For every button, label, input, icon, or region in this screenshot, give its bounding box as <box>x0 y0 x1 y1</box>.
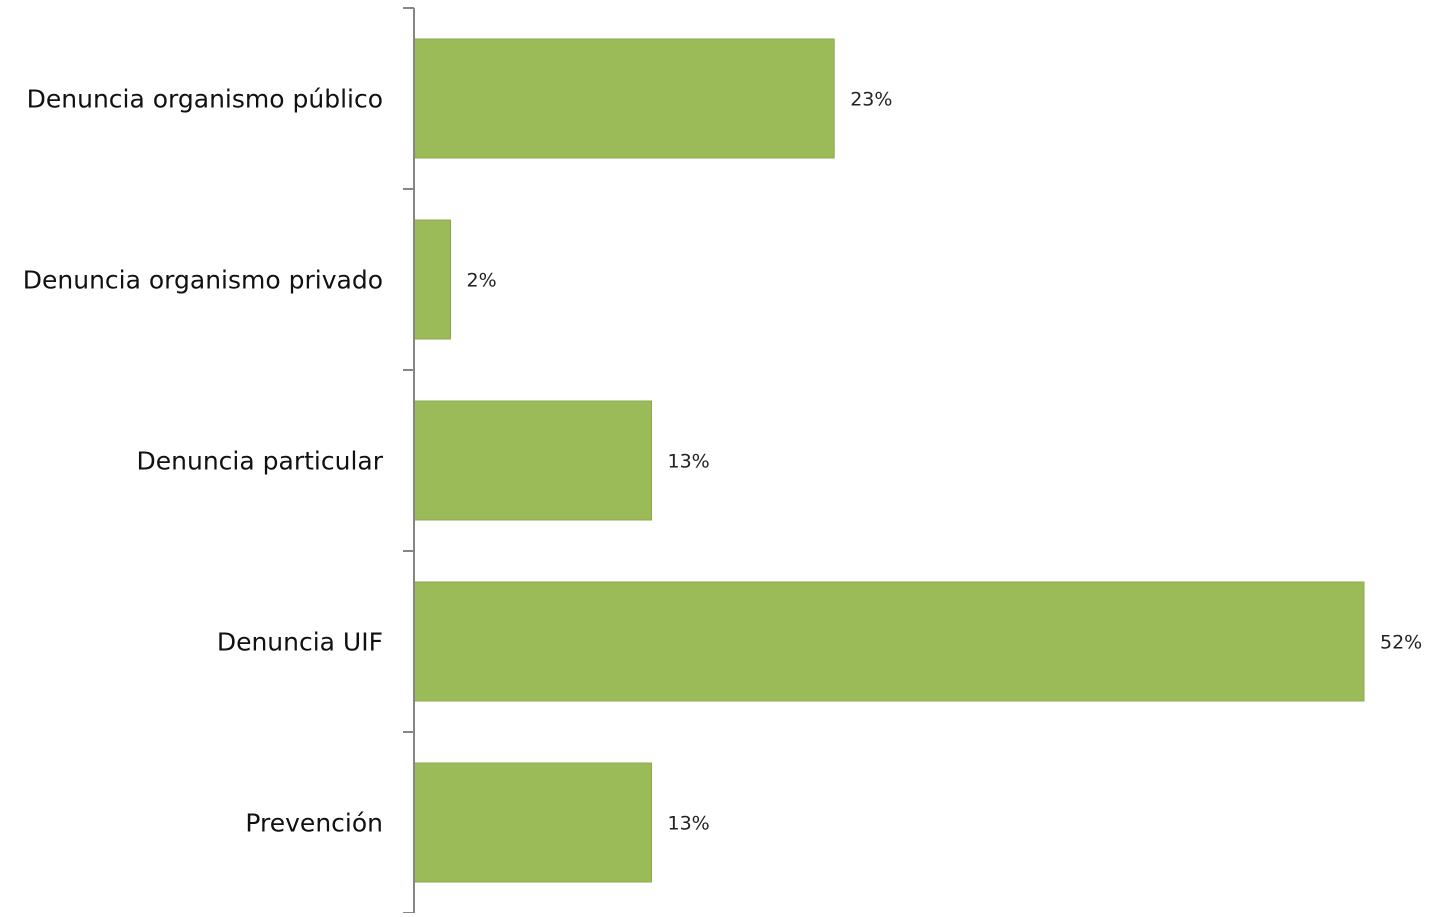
category-label: Denuncia UIF <box>217 628 383 657</box>
bar <box>413 581 1365 702</box>
data-label: 23% <box>850 89 892 111</box>
data-label: 13% <box>668 451 710 473</box>
bars-group <box>413 38 1365 883</box>
data-label: 52% <box>1380 632 1422 654</box>
bar <box>413 38 835 159</box>
category-label: Denuncia organismo privado <box>23 266 383 295</box>
bar <box>413 219 452 340</box>
category-label: Denuncia particular <box>137 447 384 476</box>
bar <box>413 762 652 883</box>
bar <box>413 400 652 521</box>
category-labels-group: Denuncia organismo público Denuncia organ… <box>23 85 384 838</box>
data-label: 13% <box>668 813 710 835</box>
category-label: Denuncia organismo público <box>27 85 383 114</box>
data-label: 2% <box>467 270 497 292</box>
data-labels-group: 23% 2% 13% 52% 13% <box>467 89 1423 835</box>
category-axis <box>403 7 415 914</box>
category-label: Prevención <box>245 809 383 838</box>
